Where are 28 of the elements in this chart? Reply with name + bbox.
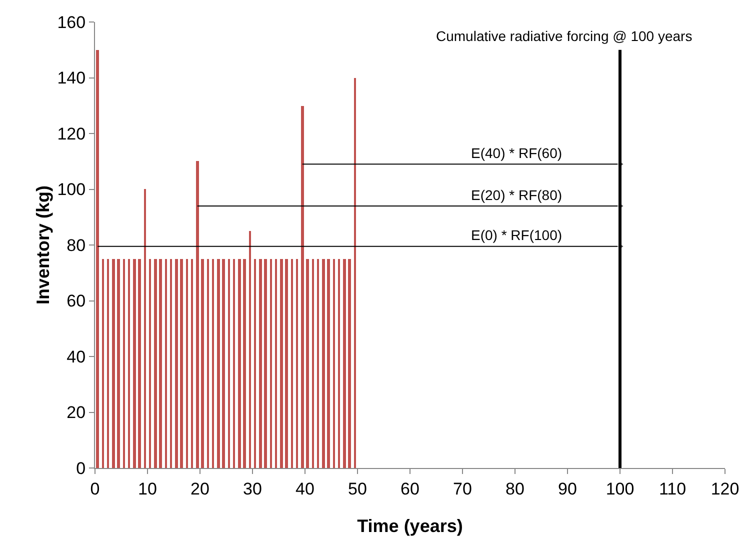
x-tick-label: 90	[558, 479, 577, 498]
x-axis-title: Time (years)	[357, 516, 463, 536]
x-tick-label: 10	[138, 479, 157, 498]
y-tick-label: 140	[57, 68, 86, 88]
y-axis-title: Inventory (kg)	[33, 185, 53, 305]
y-tick-label: 120	[57, 124, 86, 144]
x-tick-label: 40	[296, 479, 314, 498]
y-tick-label: 80	[66, 236, 86, 255]
x-tick-label: 70	[453, 479, 472, 498]
x-tick-label: 20	[190, 479, 210, 498]
y-tick-label: 100	[57, 180, 86, 200]
series-label: E(40) * RF(60)	[471, 145, 562, 161]
x-tick-label: 50	[348, 479, 367, 498]
series-label: E(0) * RF(100)	[471, 227, 562, 243]
text: Cumulative radiative forcing @ 100 years	[436, 28, 692, 44]
x-tick-label: 60	[400, 479, 420, 498]
y-tick-label: 60	[66, 292, 86, 311]
y-tick-label: 0	[76, 458, 86, 478]
x-tick-label: 110	[658, 479, 686, 498]
x-tick-label: 0	[90, 479, 100, 498]
x-tick-label: 120	[710, 479, 740, 498]
x-tick-label: 80	[506, 479, 524, 498]
y-tick-label: 20	[66, 403, 86, 422]
y-tick-label: 160	[57, 12, 86, 32]
y-tick-label: 40	[66, 347, 86, 366]
series-label: E(20) * RF(80)	[471, 187, 562, 203]
x-tick-label: 100	[606, 479, 634, 498]
x-tick-label: 30	[243, 479, 262, 498]
